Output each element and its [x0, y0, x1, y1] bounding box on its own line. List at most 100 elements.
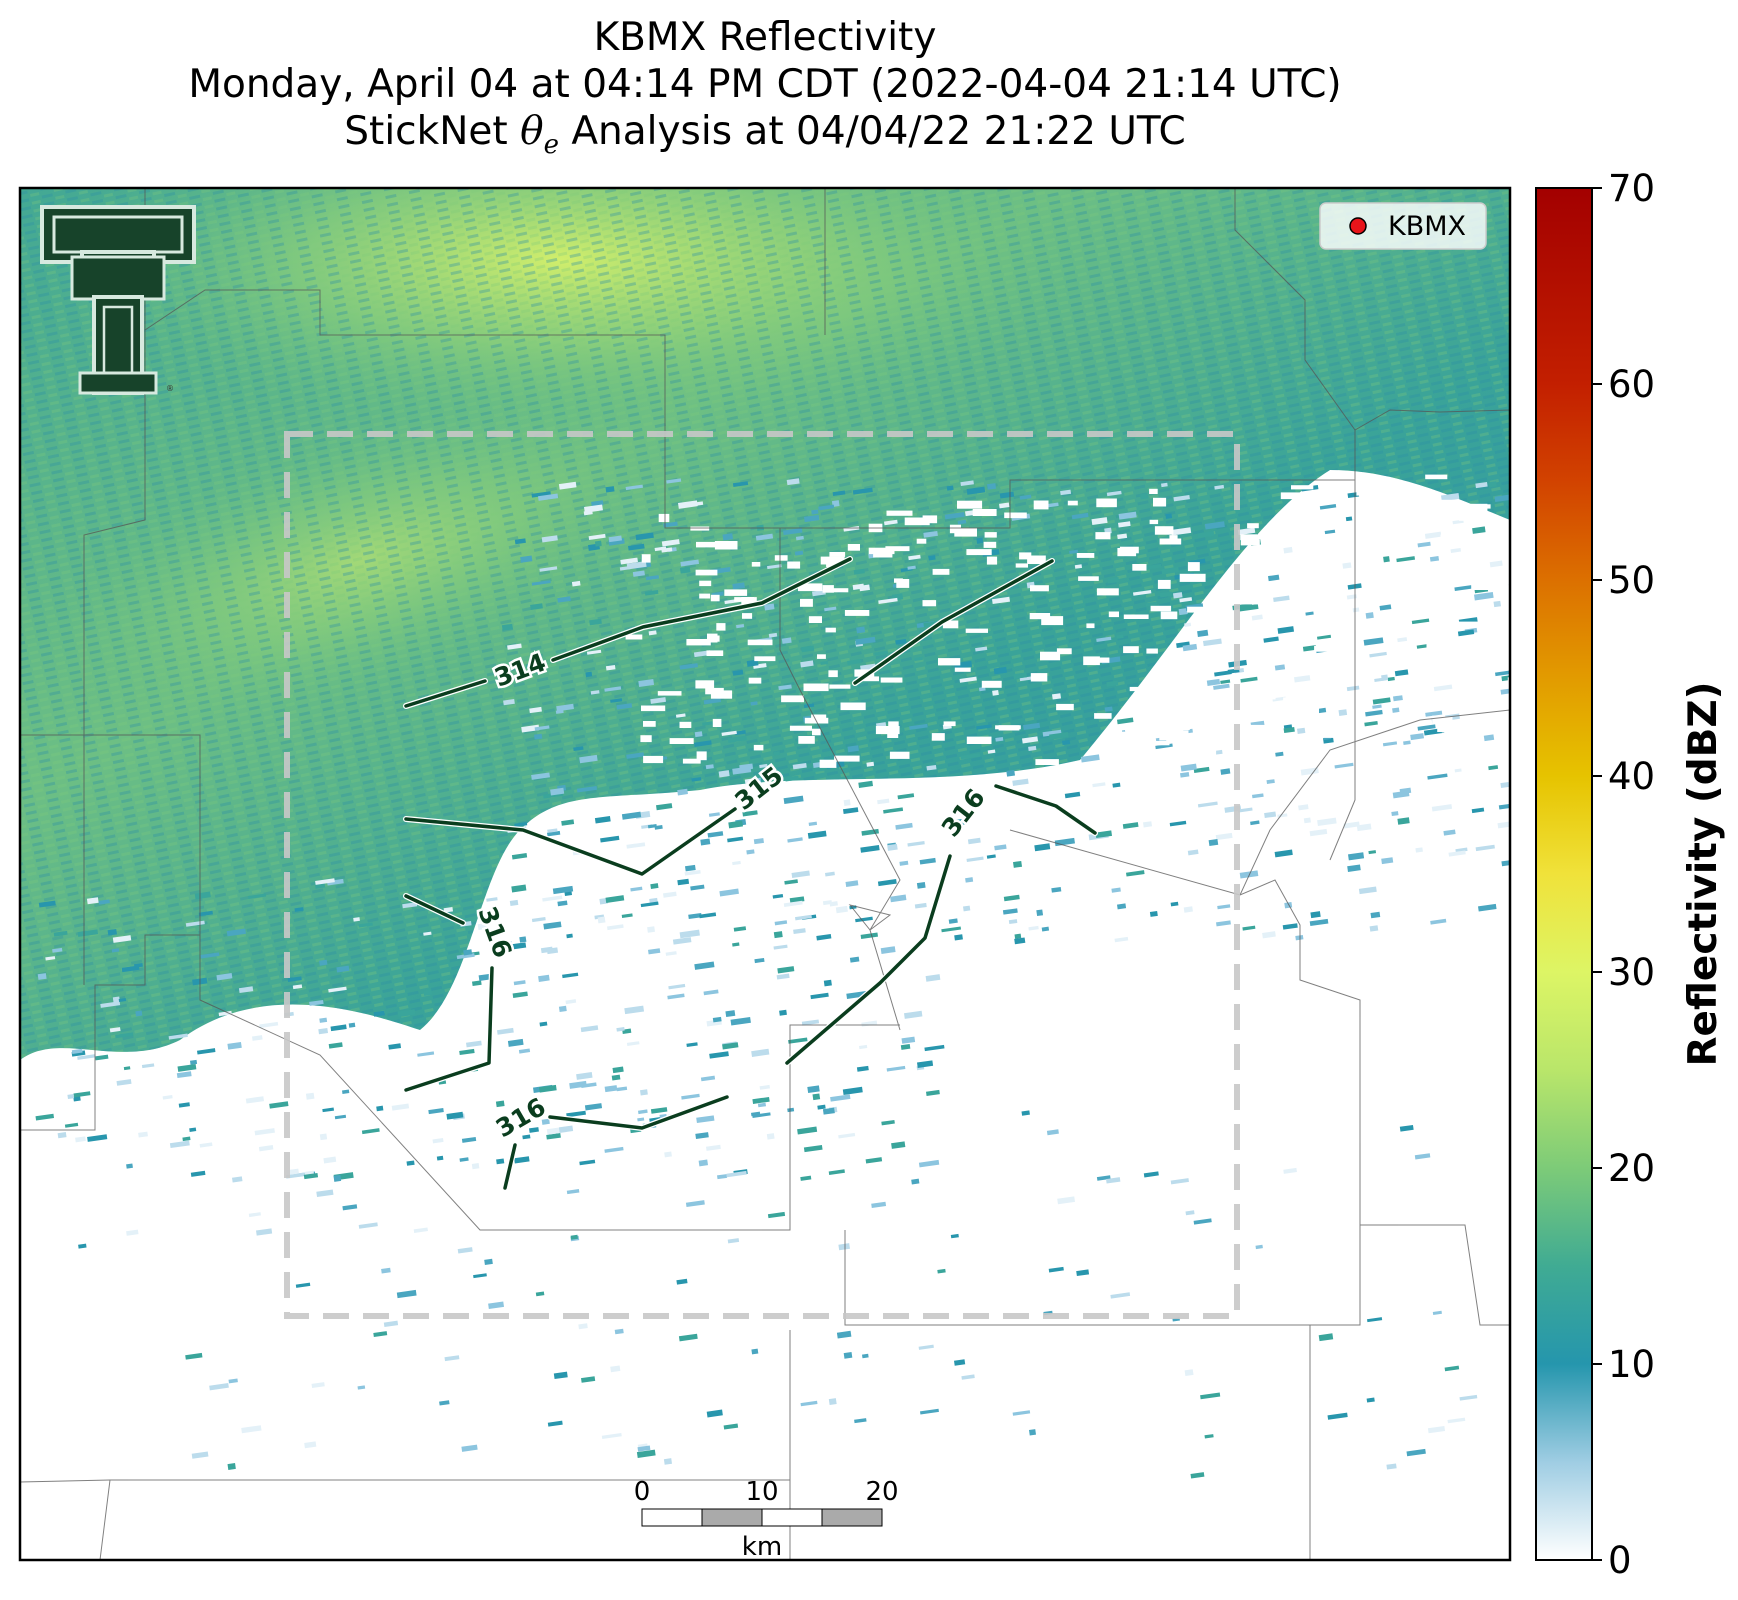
- echo-pixel: [73, 1091, 91, 1098]
- echo-pixel: [1386, 1463, 1397, 1470]
- echo-pixel: [637, 1117, 645, 1122]
- echo-pixel: [1242, 925, 1256, 931]
- echo-pixel: [594, 540, 602, 547]
- echo-pixel: [777, 966, 795, 974]
- echo-gap: [741, 597, 754, 605]
- echo-pixel: [1352, 607, 1360, 613]
- echo-pixel: [767, 1211, 786, 1219]
- echo-pixel: [1173, 592, 1183, 599]
- echo-gap: [811, 714, 827, 719]
- echo-gap: [1030, 585, 1049, 592]
- theta-symbol: θ: [520, 109, 544, 154]
- echo-pixel: [1182, 643, 1198, 652]
- echo-pixel: [736, 624, 745, 629]
- echo-pixel: [67, 1094, 75, 1100]
- echo-gap: [1239, 597, 1266, 605]
- echo-gap: [1033, 500, 1049, 510]
- echo-pixel: [966, 856, 984, 862]
- colorbar-tick-label: 50: [1608, 559, 1655, 602]
- echo-pixel: [176, 1071, 192, 1079]
- echo-pixel: [817, 1104, 826, 1110]
- echo-pixel: [786, 478, 800, 486]
- echo-pixel: [533, 733, 543, 740]
- echo-pixel: [750, 701, 758, 706]
- contour-314: [404, 679, 487, 708]
- echo-gap: [1425, 474, 1448, 480]
- echo-pixel: [978, 686, 986, 692]
- echo-pixel: [269, 1101, 289, 1109]
- echo-pixel: [1403, 740, 1411, 745]
- echo-pixel: [100, 1001, 121, 1008]
- echo-pixel: [1117, 533, 1128, 540]
- echo-pixel: [1495, 670, 1510, 677]
- echo-gap: [1056, 648, 1072, 655]
- echo-pixel: [501, 623, 513, 631]
- echo-pixel: [1045, 502, 1059, 508]
- echo-pixel: [816, 933, 832, 941]
- echo-gap: [949, 524, 961, 534]
- echo-pixel: [926, 764, 937, 771]
- echo-pixel: [1014, 937, 1026, 945]
- echo-gap: [798, 736, 815, 744]
- echo-pixel: [836, 1330, 852, 1339]
- echo-pixel: [832, 490, 846, 497]
- echo-pixel: [496, 1158, 505, 1165]
- echo-pixel: [706, 1409, 723, 1418]
- echo-gap: [840, 702, 866, 711]
- echo-gap: [710, 594, 720, 602]
- echo-pixel: [986, 854, 996, 859]
- echo-gap: [1456, 621, 1478, 628]
- echo-pixel: [962, 905, 971, 912]
- echo-pixel: [1447, 1417, 1466, 1424]
- echo-pixel: [1365, 709, 1383, 717]
- echo-pixel: [999, 502, 1010, 509]
- echo-pixel: [316, 1189, 334, 1198]
- echo-pixel: [726, 1170, 747, 1178]
- echo-pixel: [751, 1348, 759, 1355]
- echo-pixel: [812, 767, 826, 773]
- echo-gap: [641, 554, 651, 563]
- echo-gap: [819, 759, 837, 768]
- echo-pixel: [1410, 733, 1425, 741]
- echo-gap: [885, 546, 910, 552]
- echo-pixel: [1318, 1333, 1334, 1342]
- echo-pixel: [871, 1201, 887, 1209]
- echo-gap: [1297, 597, 1311, 603]
- echo-pixel: [966, 486, 986, 495]
- echo-pixel: [1143, 1171, 1159, 1178]
- echo-pixel: [1282, 923, 1298, 930]
- echo-pixel: [1369, 651, 1387, 658]
- echo-pixel: [530, 603, 543, 610]
- echo-pixel: [112, 996, 120, 1003]
- echo-pixel: [423, 989, 432, 996]
- echo-pixel: [685, 1200, 705, 1208]
- legend-box: [1319, 202, 1487, 250]
- echo-gap: [894, 578, 903, 583]
- echo-pixel: [1091, 517, 1108, 526]
- echo-pixel: [196, 1048, 216, 1055]
- echo-pixel: [688, 912, 702, 920]
- echo-pixel: [776, 973, 790, 980]
- echo-gap: [868, 547, 895, 555]
- echo-pixel: [961, 1374, 975, 1380]
- echo-pixel: [650, 883, 659, 889]
- echo-pixel: [624, 1005, 645, 1015]
- echo-pixel: [773, 751, 781, 756]
- echo-pixel: [1392, 707, 1400, 713]
- echo-pixel: [1310, 911, 1321, 919]
- echo-gap: [1095, 532, 1111, 540]
- echo-pixel: [1475, 481, 1488, 489]
- echo-pixel: [503, 699, 515, 706]
- echo-pixel: [946, 485, 954, 491]
- echo-gap: [1435, 658, 1444, 665]
- echo-pixel: [162, 1095, 173, 1100]
- colorbar-tick-label: 10: [1608, 1343, 1655, 1386]
- echo-pixel: [555, 709, 564, 714]
- echo-pixel: [1267, 574, 1280, 582]
- echo-gap: [1386, 546, 1410, 552]
- echo-gap: [1500, 622, 1510, 632]
- title-line-3: StickNet θe Analysis at 04/04/22 21:22 U…: [20, 108, 1510, 169]
- echo-pixel: [795, 914, 812, 921]
- echo-pixel: [1450, 547, 1462, 553]
- echo-pixel: [792, 763, 807, 770]
